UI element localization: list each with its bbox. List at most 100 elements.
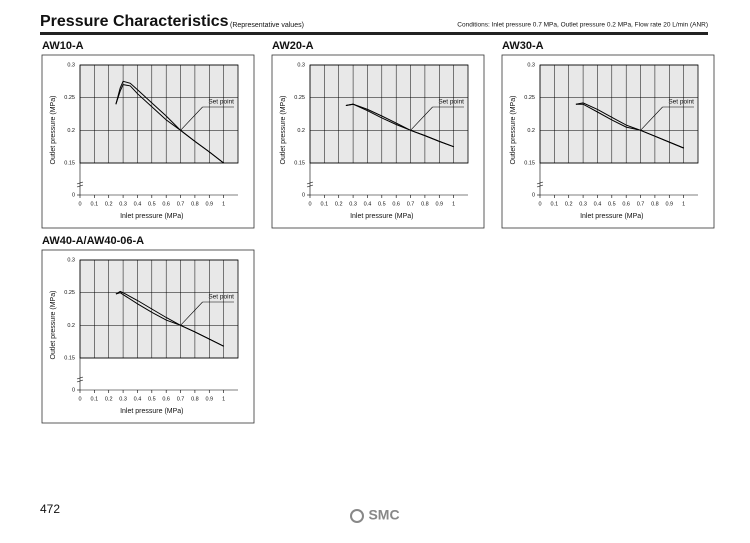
x-tick-label: 0.6 (392, 201, 400, 207)
axis-break (536, 184, 544, 188)
axis-break (536, 181, 544, 185)
y-tick-label: 0.15 (294, 160, 305, 166)
annotation: Set point (208, 99, 234, 106)
annotation-leader (180, 301, 203, 326)
x-tick-label: 0.6 (622, 201, 630, 207)
y-axis-label: Outlet pressure (MPa) (280, 96, 287, 165)
y-tick-label: 0 (302, 192, 305, 198)
logo: SMC (368, 507, 399, 523)
x-tick-label: 0.9 (665, 201, 673, 207)
chart-title: AW30-A (502, 40, 544, 52)
y-tick-label: 0.3 (527, 62, 535, 68)
page-title: Pressure Characteristics (40, 13, 229, 30)
chart-title: AW40-A/AW40-06-A (42, 235, 144, 247)
x-tick-label: 0.2 (105, 201, 113, 207)
x-tick-label: 0.6 (162, 396, 170, 402)
x-tick-label: 0.8 (191, 201, 199, 207)
axis-break (306, 181, 314, 185)
x-tick-label: 0.4 (134, 201, 142, 207)
x-tick-label: 0.7 (177, 396, 185, 402)
annotation-leader (180, 106, 203, 131)
y-axis-label: Outlet pressure (MPa) (50, 291, 57, 360)
chart-title: AW20-A (272, 40, 314, 52)
y-tick-label: 0.25 (64, 95, 75, 101)
x-tick-label: 0 (78, 396, 81, 402)
y-tick-label: 0.15 (64, 355, 75, 361)
x-tick-label: 0.2 (105, 396, 113, 402)
axis-break (76, 379, 84, 383)
y-tick-label: 0.3 (67, 62, 75, 68)
x-tick-label: 0.7 (407, 201, 415, 207)
x-tick-label: 0.1 (321, 201, 329, 207)
data-line (115, 292, 224, 347)
x-tick-label: 0.7 (177, 201, 185, 207)
x-axis-label: Inlet pressure (MPa) (350, 213, 413, 220)
x-tick-label: 0.5 (378, 201, 386, 207)
y-tick-label: 0.2 (297, 128, 305, 134)
x-tick-label: 0.1 (91, 201, 99, 207)
x-tick-label: 0.3 (119, 396, 127, 402)
y-axis-label: Outlet pressure (MPa) (510, 96, 517, 165)
x-tick-label: 1 (682, 201, 685, 207)
x-tick-label: 0.1 (551, 201, 559, 207)
y-tick-label: 0.2 (67, 128, 75, 134)
y-axis-label: Outlet pressure (MPa) (50, 96, 57, 165)
y-tick-label: 0.25 (294, 95, 305, 101)
y-tick-label: 0.3 (67, 257, 75, 263)
conditions: Conditions: Inlet pressure 0.7 MPa, Outl… (457, 22, 708, 29)
y-tick-label: 0.25 (64, 290, 75, 296)
x-tick-label: 0.3 (579, 201, 587, 207)
x-tick-label: 0.1 (91, 396, 99, 402)
page-subtitle: (Representative values) (230, 22, 304, 29)
y-tick-label: 0.2 (67, 323, 75, 329)
x-tick-label: 1 (222, 396, 225, 402)
x-tick-label: 0.5 (148, 201, 156, 207)
x-tick-label: 0.4 (594, 201, 602, 207)
plot-area (79, 259, 239, 359)
x-tick-label: 0.4 (134, 396, 142, 402)
x-tick-label: 0.8 (651, 201, 659, 207)
plot-area (309, 64, 469, 164)
axis-break (306, 184, 314, 188)
logo-mark (350, 509, 364, 523)
x-tick-label: 0.4 (364, 201, 372, 207)
x-tick-label: 0.8 (421, 201, 429, 207)
x-axis-label: Inlet pressure (MPa) (120, 213, 183, 220)
y-tick-label: 0.15 (524, 160, 535, 166)
x-tick-label: 1 (452, 201, 455, 207)
header-rule (40, 32, 708, 35)
y-tick-label: 0 (532, 192, 535, 198)
x-axis-label: Inlet pressure (MPa) (580, 213, 643, 220)
y-tick-label: 0.15 (64, 160, 75, 166)
annotation: Set point (668, 99, 694, 106)
x-tick-label: 0.2 (335, 201, 343, 207)
y-tick-label: 0.2 (527, 128, 535, 134)
x-tick-label: 0.8 (191, 396, 199, 402)
x-tick-label: 0 (308, 201, 311, 207)
plot-area (539, 64, 699, 164)
x-tick-label: 0.2 (565, 201, 573, 207)
x-tick-label: 0.3 (119, 201, 127, 207)
data-line (115, 84, 224, 164)
x-tick-label: 0.5 (608, 201, 616, 207)
annotation-leader (640, 106, 663, 131)
x-tick-label: 0.6 (162, 201, 170, 207)
x-tick-label: 0 (78, 201, 81, 207)
chart-title: AW10-A (42, 40, 84, 52)
x-tick-label: 0.3 (349, 201, 357, 207)
x-tick-label: 0.5 (148, 396, 156, 402)
page-number: 472 (40, 502, 60, 516)
x-tick-label: 0.9 (205, 396, 213, 402)
axis-break (76, 184, 84, 188)
x-tick-label: 1 (222, 201, 225, 207)
y-tick-label: 0 (72, 192, 75, 198)
x-tick-label: 0 (538, 201, 541, 207)
x-tick-label: 0.9 (205, 201, 213, 207)
data-line (345, 103, 454, 148)
data-line (575, 103, 684, 149)
x-axis-label: Inlet pressure (MPa) (120, 408, 183, 415)
axis-break (76, 181, 84, 185)
y-tick-label: 0 (72, 387, 75, 393)
y-tick-label: 0.3 (297, 62, 305, 68)
